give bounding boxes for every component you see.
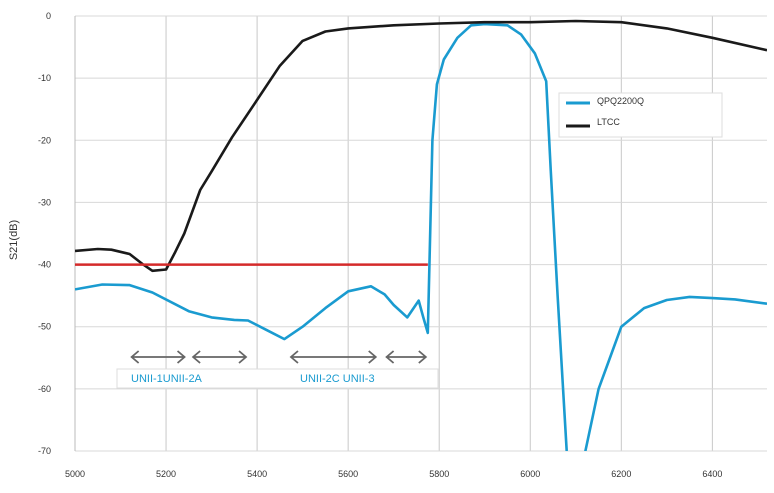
x-tick-label: 5800 bbox=[429, 469, 449, 479]
y-tick-label: -30 bbox=[38, 197, 51, 207]
legend-label-ltcc: LTCC bbox=[597, 117, 620, 127]
series-line-qpq2200q bbox=[75, 22, 767, 451]
y-tick-label: -40 bbox=[38, 260, 51, 270]
y-tick-label: -20 bbox=[38, 135, 51, 145]
x-tick-label: 6000 bbox=[520, 469, 540, 479]
x-axis: 5000 5200 5400 5600 5800 6000 6200 6400 bbox=[65, 469, 722, 479]
y-axis-label: S21(dB) bbox=[8, 220, 20, 260]
y-tick-label: 0 bbox=[46, 11, 51, 21]
band-arrow bbox=[385, 350, 428, 364]
band-label-box: UNII-1UNII-2A UNII-2C UNII-3 bbox=[116, 368, 439, 389]
y-tick-label: -50 bbox=[38, 322, 51, 332]
legend: QPQ2200Q LTCC bbox=[558, 92, 723, 138]
band-arrow bbox=[191, 350, 248, 364]
y-tick-label: -10 bbox=[38, 73, 51, 83]
x-tick-label: 5000 bbox=[65, 469, 85, 479]
band-label-unii-2c-3: UNII-2C UNII-3 bbox=[300, 373, 375, 385]
x-tick-label: 6200 bbox=[611, 469, 631, 479]
x-tick-label: 5200 bbox=[156, 469, 176, 479]
band-arrow bbox=[130, 350, 186, 364]
y-tick-label: -70 bbox=[38, 446, 51, 456]
band-arrow bbox=[289, 350, 378, 364]
y-axis: 0 -10 -20 -30 -40 -50 -60 -70 bbox=[38, 11, 51, 456]
band-label-unii-1-2a: UNII-1UNII-2A bbox=[131, 373, 203, 385]
y-tick-label: -60 bbox=[38, 384, 51, 394]
series-line-ltcc bbox=[75, 19, 767, 273]
legend-label-qpq2200q: QPQ2200Q bbox=[597, 96, 644, 106]
x-tick-label: 5600 bbox=[338, 469, 358, 479]
x-tick-label: 5400 bbox=[247, 469, 267, 479]
x-tick-label: 6400 bbox=[702, 469, 722, 479]
